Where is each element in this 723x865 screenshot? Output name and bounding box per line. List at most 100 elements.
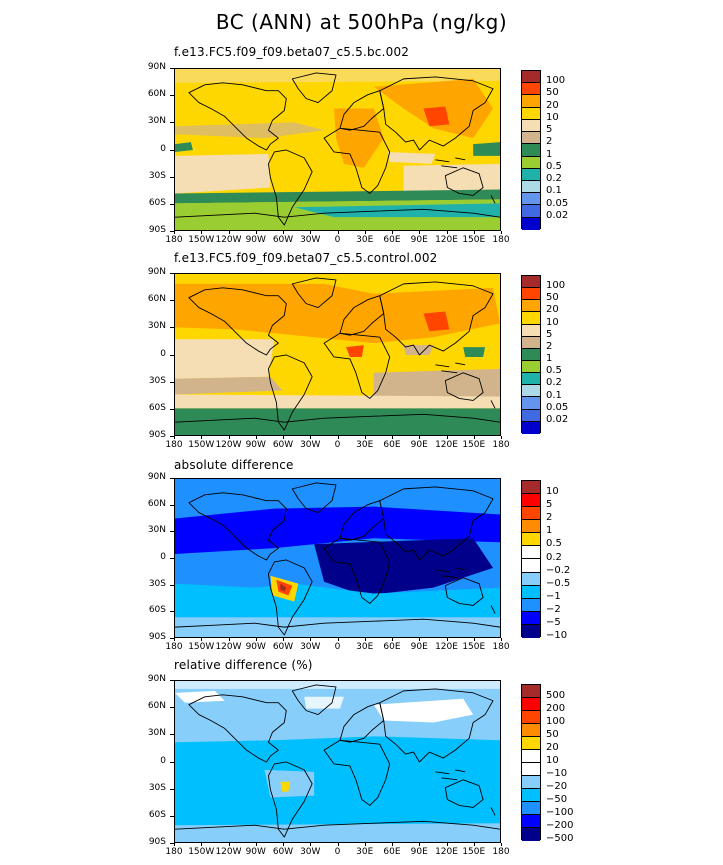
colorbar-swatch xyxy=(522,336,540,349)
lon-label-4-12: 180 xyxy=(492,847,510,857)
colorbar-label-1-9: 0.1 xyxy=(546,185,562,197)
colorbar-swatch xyxy=(522,559,540,573)
lon-tick xyxy=(228,843,230,846)
lon-label-4-11: 150E xyxy=(462,847,486,857)
lat-tick xyxy=(170,584,174,586)
colorbar-swatch xyxy=(522,119,540,133)
lat-label-3-1: 60N xyxy=(147,498,166,509)
lat-tick xyxy=(170,504,174,506)
lon-tick xyxy=(364,843,366,846)
lon-tick xyxy=(283,436,284,439)
lon-label-2-12: 180 xyxy=(492,440,510,450)
colorbar-swatch xyxy=(522,585,540,599)
lon-tick xyxy=(392,231,393,234)
colorbar-swatch xyxy=(522,776,540,789)
lon-tick xyxy=(283,231,284,234)
lat-tick xyxy=(170,231,174,232)
lon-tick xyxy=(337,638,339,641)
lat-tick xyxy=(170,761,174,763)
lon-tick xyxy=(255,638,257,641)
lat-label-1-6: 90S xyxy=(148,225,166,235)
lat-label-3-0: 90N xyxy=(147,472,166,482)
lon-label-3-1: 150W xyxy=(188,642,215,652)
lon-label-2-9: 90E xyxy=(410,440,428,450)
lon-tick xyxy=(419,638,421,641)
lon-tick xyxy=(337,843,339,846)
colorbar-label-3-8: −1 xyxy=(546,590,561,602)
lon-tick xyxy=(174,843,175,846)
lon-label-1-11: 150E xyxy=(462,235,486,245)
lon-label-3-3: 90W xyxy=(245,642,266,652)
colorbar-swatch xyxy=(522,685,540,698)
colorbar-swatch xyxy=(522,546,540,560)
lon-label-1-0: 180 xyxy=(165,235,183,245)
lat-label-2-6: 90S xyxy=(148,430,166,440)
lon-label-1-8: 60E xyxy=(383,235,401,245)
colorbar-swatch xyxy=(522,763,540,776)
colorbar-label-3-4: 0.5 xyxy=(546,538,562,550)
lat-label-1-3: 0 xyxy=(160,143,166,154)
lat-label-3-5: 60S xyxy=(148,605,166,616)
panel-2-map xyxy=(174,273,501,436)
lon-tick xyxy=(310,638,312,641)
colorbar-label-3-6: −0.2 xyxy=(546,564,571,576)
colorbar-label-2-3: 10 xyxy=(546,316,559,328)
panel-3-map xyxy=(174,478,501,638)
lat-label-3-3: 0 xyxy=(160,552,166,562)
lat-label-3-6: 90S xyxy=(148,632,166,642)
lon-tick xyxy=(228,231,230,234)
lon-label-4-4: 60W xyxy=(272,847,294,857)
colorbar-label-4-1: 200 xyxy=(546,703,566,714)
panel-2-title: f.e13.FC5.f09_f09.beta07_c5.5.control.00… xyxy=(174,251,438,265)
panel-3-title: absolute difference xyxy=(174,458,294,472)
lat-label-2-0: 90N xyxy=(147,267,166,277)
colorbar-label-2-9: 0.1 xyxy=(546,389,562,401)
colorbar-label-2-10: 0.05 xyxy=(546,401,569,413)
colorbar-swatch xyxy=(522,421,540,434)
colorbar-label-4-8: −50 xyxy=(546,794,568,805)
colorbar-label-1-2: 20 xyxy=(546,99,559,111)
lon-label-1-9: 90E xyxy=(410,235,428,245)
lat-tick xyxy=(170,122,174,124)
lat-tick xyxy=(170,436,174,437)
lon-tick xyxy=(337,436,339,439)
lon-tick xyxy=(174,231,175,234)
lon-tick xyxy=(283,638,284,641)
colorbar-label-2-8: 0.2 xyxy=(546,377,562,389)
lon-label-3-6: 0 xyxy=(334,642,341,652)
colorbar-label-3-0: 10 xyxy=(546,486,559,498)
lon-tick xyxy=(392,638,393,641)
lat-tick xyxy=(170,95,174,97)
colorbar-swatch xyxy=(522,711,540,724)
lon-label-2-5: 30W xyxy=(300,440,321,450)
lon-tick xyxy=(201,843,203,846)
lon-tick xyxy=(501,436,502,439)
lat-tick xyxy=(170,558,174,559)
colorbar-label-2-11: 0.02 xyxy=(546,413,569,425)
lat-label-4-4: 30S xyxy=(148,782,166,793)
lon-tick xyxy=(364,436,366,439)
lon-label-4-8: 60E xyxy=(383,847,401,857)
colorbar-label-4-4: 20 xyxy=(546,742,559,753)
colorbar-swatch xyxy=(522,750,540,763)
colorbar-label-2-7: 0.5 xyxy=(546,365,562,377)
lon-label-2-0: 180 xyxy=(165,440,183,450)
colorbar-label-3-5: 0.2 xyxy=(546,551,562,563)
lon-tick xyxy=(310,436,312,439)
lon-tick xyxy=(228,638,230,641)
lon-tick xyxy=(310,843,312,846)
lon-tick xyxy=(201,436,203,439)
lon-label-3-9: 90E xyxy=(410,642,428,652)
colorbar-label-3-9: −2 xyxy=(546,603,561,615)
lon-label-3-2: 120W xyxy=(215,642,242,652)
lat-tick xyxy=(170,149,174,151)
lat-tick xyxy=(170,531,174,533)
lon-tick xyxy=(337,231,339,234)
colorbar-swatch xyxy=(522,481,540,495)
colorbar-swatch xyxy=(522,624,540,638)
lon-label-1-4: 60W xyxy=(272,235,294,245)
colorbar-swatch xyxy=(522,815,540,828)
colorbar-2 xyxy=(521,275,541,434)
lon-label-4-1: 150W xyxy=(188,847,215,857)
lon-label-2-2: 120W xyxy=(215,440,242,450)
